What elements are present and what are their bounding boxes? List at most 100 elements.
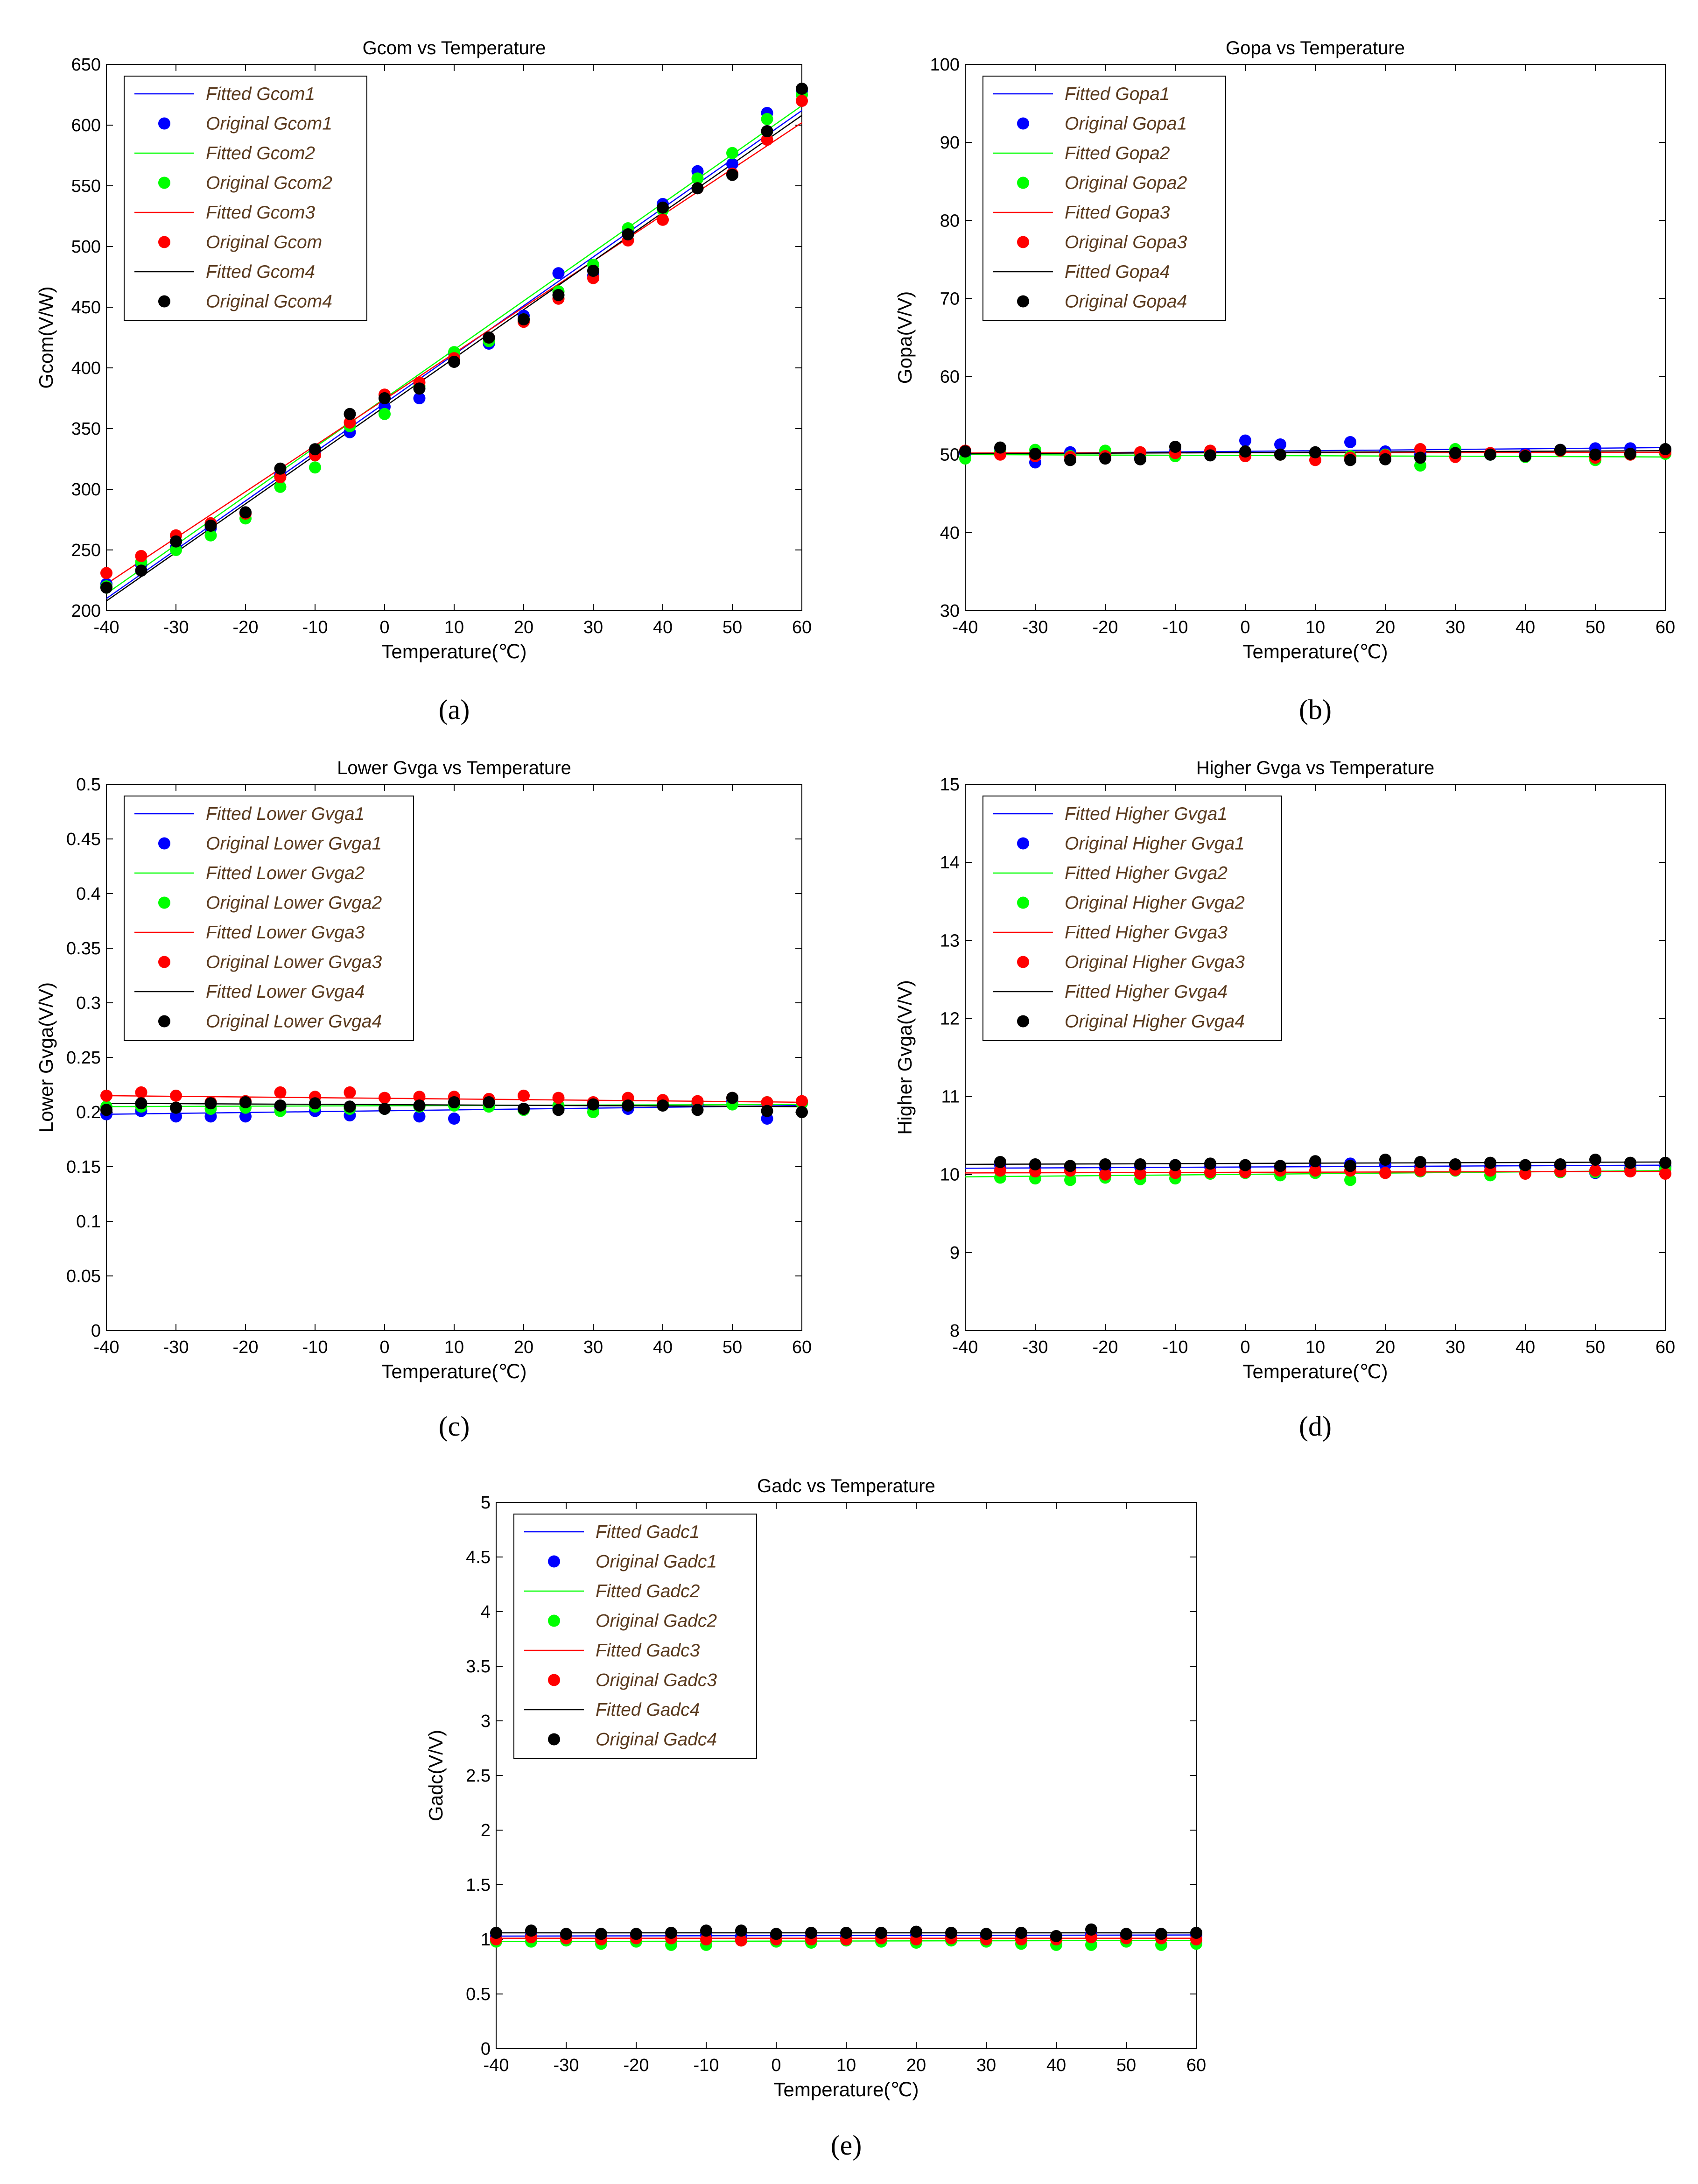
data-point-series-4 bbox=[413, 382, 426, 395]
x-tick-label: -20 bbox=[1093, 1338, 1118, 1357]
y-tick-label: 550 bbox=[71, 176, 101, 196]
data-point-series-4 bbox=[1099, 1158, 1111, 1170]
chart-c: Lower Gvga vs Temperature -40 -30 -20 -10 0 10… bbox=[35, 758, 812, 1442]
data-point-series-4 bbox=[761, 125, 773, 137]
data-point-series-4 bbox=[483, 1096, 495, 1108]
y-tick-label: 3 bbox=[481, 1712, 491, 1731]
legend-entry: Original Lower Gvga1 bbox=[206, 834, 382, 854]
x-tick-label: -30 bbox=[163, 1338, 189, 1357]
x-tick-label: 20 bbox=[514, 1338, 533, 1357]
legend-marker-swatch bbox=[158, 837, 170, 850]
data-point-series-4 bbox=[980, 1928, 992, 1940]
y-tick-label: 2 bbox=[481, 1821, 491, 1840]
data-point-series-4 bbox=[910, 1925, 922, 1938]
y-tick-label: 0.2 bbox=[76, 1103, 101, 1122]
panel-caption: (e) bbox=[831, 2130, 862, 2161]
legend-marker-swatch bbox=[1017, 236, 1029, 248]
legend-marker-swatch bbox=[1017, 896, 1029, 909]
y-tick-label: 4 bbox=[481, 1602, 491, 1622]
data-point-series-4 bbox=[796, 83, 808, 95]
legend-entry: Original Higher Gvga3 bbox=[1065, 952, 1245, 972]
data-point-series-3 bbox=[413, 1091, 426, 1103]
data-point-series-4 bbox=[840, 1926, 852, 1939]
y-tick-label: 3.5 bbox=[466, 1657, 491, 1677]
y-tick-label: 12 bbox=[940, 1009, 960, 1029]
data-point-series-3 bbox=[274, 1086, 287, 1099]
y-tick-label: 4.5 bbox=[466, 1548, 491, 1567]
data-point-series-1 bbox=[1239, 434, 1251, 447]
y-tick-label: 400 bbox=[71, 359, 101, 378]
data-point-series-1 bbox=[239, 1110, 252, 1123]
x-axis-label: Temperature(℃) bbox=[774, 2078, 919, 2100]
x-tick-label: -40 bbox=[953, 1338, 978, 1357]
data-point-series-4 bbox=[770, 1928, 782, 1940]
y-tick-label: 0.5 bbox=[76, 775, 101, 795]
data-point-series-4 bbox=[1274, 448, 1286, 461]
y-tick-label: 0.25 bbox=[66, 1048, 101, 1068]
data-point-series-4 bbox=[239, 506, 252, 519]
data-point-series-4 bbox=[1414, 1155, 1426, 1168]
legend-entry: Fitted Lower Gvga3 bbox=[206, 923, 365, 943]
x-tick-label: 10 bbox=[1305, 618, 1325, 637]
legend-entry: Original Lower Gvga2 bbox=[206, 893, 382, 913]
y-tick-label: 1 bbox=[481, 1930, 491, 1950]
data-point-series-4 bbox=[1064, 1160, 1076, 1172]
data-point-series-4 bbox=[1344, 454, 1356, 466]
x-axis-label: Temperature(℃) bbox=[382, 641, 527, 662]
legend-entry: Fitted Higher Gvga4 bbox=[1065, 982, 1228, 1002]
data-point-series-4 bbox=[560, 1928, 572, 1940]
data-point-series-2 bbox=[309, 461, 321, 474]
legend-entry: Fitted Gadc2 bbox=[596, 1581, 700, 1601]
x-tick-label: 30 bbox=[976, 2056, 996, 2075]
data-point-series-3 bbox=[761, 1096, 773, 1108]
legend-entry: Fitted Gcom3 bbox=[206, 203, 315, 223]
data-point-series-2 bbox=[170, 544, 182, 556]
y-tick-label: 0.35 bbox=[66, 939, 101, 958]
legend-marker-swatch bbox=[158, 896, 170, 909]
data-point-series-4 bbox=[1484, 448, 1496, 461]
legend-entry: Fitted Lower Gvga2 bbox=[206, 863, 365, 883]
y-tick-label: 80 bbox=[940, 211, 960, 231]
data-point-series-4 bbox=[994, 1155, 1006, 1168]
y-tick-label: 0.4 bbox=[76, 884, 101, 904]
chart-title: Gcom vs Temperature bbox=[363, 38, 546, 58]
legend-entry: Fitted Gadc1 bbox=[596, 1522, 700, 1542]
data-point-series-4 bbox=[700, 1924, 712, 1937]
data-point-series-1 bbox=[552, 267, 565, 280]
data-point-series-3 bbox=[1099, 1168, 1111, 1181]
data-point-series-4 bbox=[595, 1928, 607, 1940]
legend-entry: Original Gadc1 bbox=[596, 1552, 717, 1572]
data-point-series-3 bbox=[657, 213, 669, 226]
chart-a: Gcom vs Temperature -40 -30 -20 -10 0 10 20 30 40… bbox=[35, 38, 812, 725]
data-point-series-2 bbox=[726, 147, 738, 159]
y-tick-label: 0.3 bbox=[76, 993, 101, 1013]
data-point-series-1 bbox=[726, 158, 738, 170]
x-tick-label: 40 bbox=[1516, 618, 1535, 637]
x-axis-label: Temperature(℃) bbox=[1243, 1360, 1388, 1382]
x-tick-label: -30 bbox=[1023, 1338, 1048, 1357]
x-tick-label: 20 bbox=[906, 2056, 926, 2075]
legend-entry: Fitted Gopa3 bbox=[1065, 203, 1170, 223]
data-point-series-2 bbox=[1344, 1174, 1356, 1186]
x-tick-label: 60 bbox=[1656, 1338, 1675, 1357]
x-tick-label: -40 bbox=[94, 1338, 119, 1357]
y-tick-label: 250 bbox=[71, 541, 101, 560]
x-tick-label: 20 bbox=[514, 618, 533, 637]
data-point-series-2 bbox=[691, 172, 704, 185]
data-point-series-4 bbox=[1134, 1158, 1146, 1170]
legend-marker-swatch bbox=[158, 117, 170, 130]
data-point-series-3 bbox=[994, 1164, 1006, 1177]
data-point-series-3 bbox=[518, 1089, 530, 1102]
data-point-series-4 bbox=[379, 1102, 391, 1115]
x-tick-label: -30 bbox=[163, 618, 189, 637]
legend-marker-swatch bbox=[1017, 1015, 1029, 1028]
legend-marker-swatch bbox=[158, 236, 170, 248]
data-point-series-4 bbox=[239, 1096, 252, 1108]
data-point-series-4 bbox=[1344, 1160, 1356, 1172]
y-tick-label: 11 bbox=[941, 1087, 960, 1107]
data-point-series-4 bbox=[552, 289, 565, 301]
data-point-series-2 bbox=[379, 408, 391, 420]
data-point-series-4 bbox=[994, 441, 1006, 454]
data-point-series-3 bbox=[700, 1933, 712, 1945]
y-tick-label: 15 bbox=[940, 775, 960, 795]
